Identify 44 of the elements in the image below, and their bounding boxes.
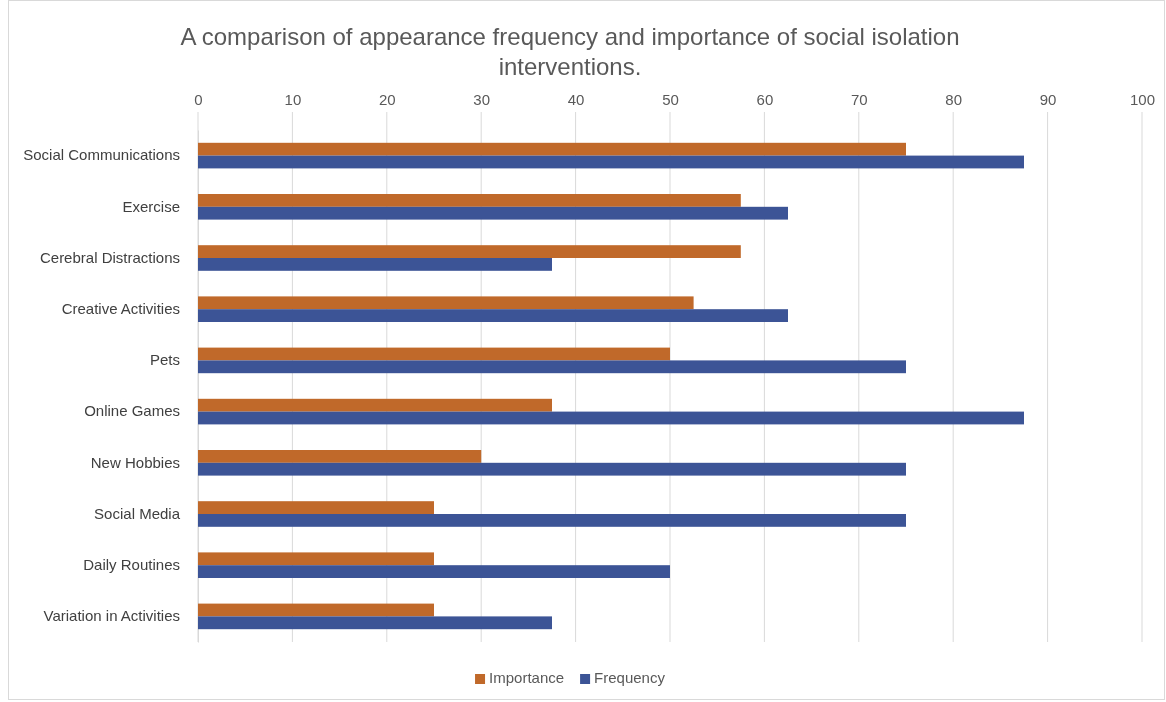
x-tick-label: 30 bbox=[473, 91, 491, 108]
bar bbox=[198, 462, 906, 476]
bar bbox=[198, 603, 434, 617]
chart-title: A comparison of appearance frequency and importance of social isolation interventions. bbox=[180, 23, 960, 80]
bar bbox=[198, 514, 906, 527]
bar bbox=[198, 296, 694, 310]
bar bbox=[198, 309, 788, 322]
y-tick-label: Exercise bbox=[122, 197, 180, 215]
bar bbox=[198, 194, 741, 207]
x-tick-label: 10 bbox=[284, 91, 302, 108]
y-tick-label: Online Games bbox=[84, 402, 180, 420]
x-tick-label: 100 bbox=[1129, 91, 1156, 108]
y-tick-label: Creative Activities bbox=[61, 300, 180, 317]
bar bbox=[198, 501, 434, 514]
legend-label: Importance bbox=[489, 669, 565, 686]
bar bbox=[198, 411, 1024, 425]
x-tick-label: 70 bbox=[850, 91, 868, 108]
bar bbox=[198, 398, 552, 412]
legend-label: Frequency bbox=[594, 669, 666, 686]
x-tick-label: 50 bbox=[662, 91, 679, 108]
x-tick-label: 40 bbox=[567, 91, 585, 108]
bar bbox=[198, 616, 552, 630]
bar bbox=[198, 347, 670, 361]
bar bbox=[198, 450, 482, 463]
y-tick-label: Pets bbox=[149, 351, 180, 369]
bar bbox=[198, 206, 788, 220]
bar bbox=[198, 245, 741, 258]
y-tick-label: Social Communications bbox=[23, 146, 180, 164]
y-tick-label: Social Media bbox=[94, 504, 181, 522]
bar bbox=[198, 552, 434, 566]
bar bbox=[198, 258, 552, 271]
y-tick-label: Daily Routines bbox=[83, 556, 180, 573]
bar bbox=[198, 565, 670, 578]
y-tick-label: Cerebral Distractions bbox=[39, 248, 180, 266]
x-tick-label: 0 bbox=[194, 91, 203, 108]
x-tick-label: 20 bbox=[378, 91, 396, 108]
y-tick-label: Variation in Activities bbox=[43, 607, 180, 625]
bar bbox=[198, 142, 906, 156]
bar bbox=[198, 155, 1024, 169]
bar bbox=[198, 360, 906, 374]
x-tick-label: 80 bbox=[945, 91, 963, 108]
y-tick-label: New Hobbies bbox=[90, 453, 180, 471]
x-tick-label: 60 bbox=[756, 91, 774, 108]
x-tick-label: 90 bbox=[1039, 91, 1057, 108]
